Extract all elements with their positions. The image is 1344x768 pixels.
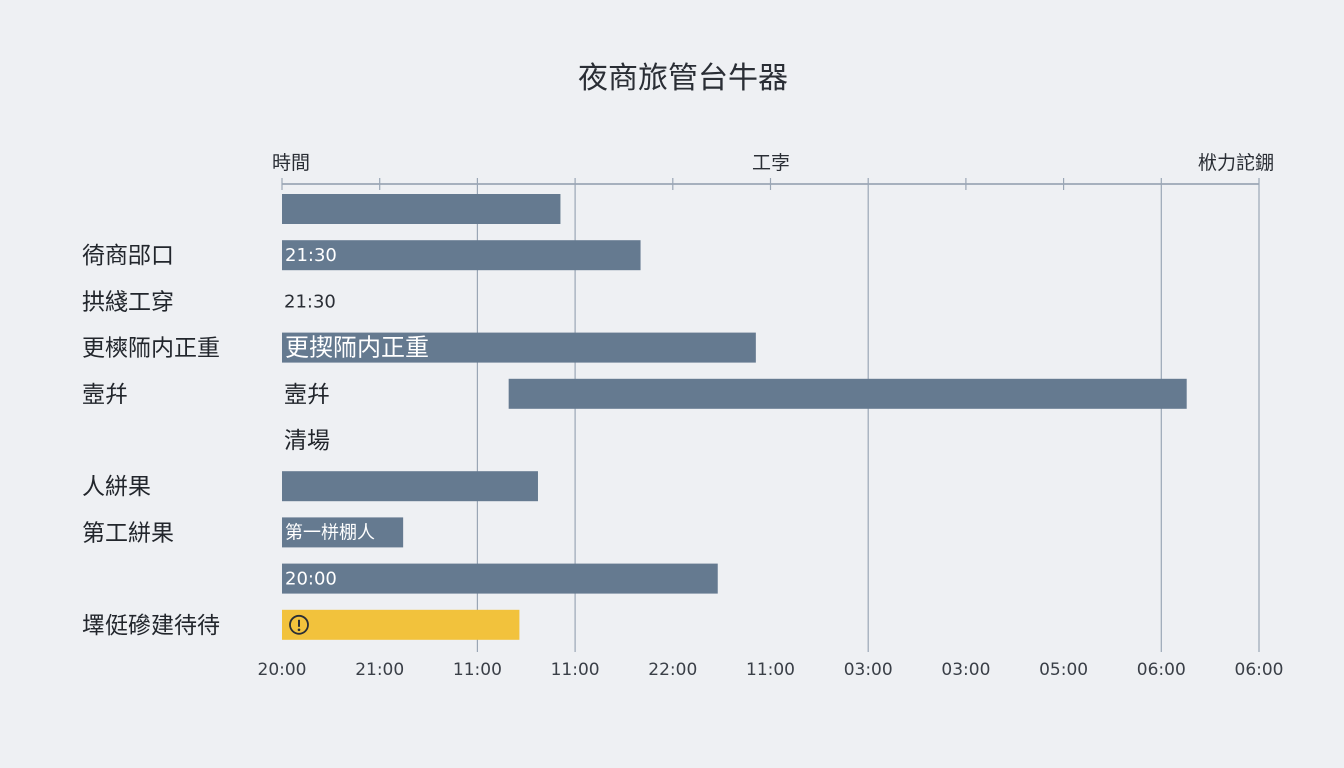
bar [508,378,1187,409]
bar [282,332,756,363]
x-tick-label: 21:00 [355,660,404,680]
x-tick-label: 11:00 [453,660,502,680]
bar [282,609,520,640]
row-label: 更樉陑内正重 [82,336,220,362]
x-tick-label: 11:00 [551,660,600,680]
x-tick-label: 20:00 [258,660,307,680]
row-annotation: 21:30 [284,291,336,312]
row-label: 墿侹磣建待待 [82,613,220,639]
x-tick-label: 05:00 [1039,660,1088,680]
bar [282,517,404,548]
row-annotation: 壼幷 [284,382,330,408]
row-label: 拱綫工穿 [82,289,174,315]
header-left: 時間 [272,152,310,174]
x-tick-label: 06:00 [1137,660,1186,680]
row-label: 第工絣果 [82,520,174,546]
header-center: 工孛 [752,152,790,174]
bar-text: 第一栟棚人 [285,522,375,543]
x-tick-label: 06:00 [1235,660,1284,680]
bar [282,240,641,271]
bar [282,471,538,502]
x-axis-ticks: 20:00 21:00 11:00 11:00 22:00 11:00 03:00 03:00… [258,660,1284,680]
x-tick-label: 03:00 [941,660,990,680]
bar [282,563,718,594]
x-tick-label: 22:00 [648,660,697,680]
warning-icon [289,614,309,635]
bar [282,194,561,224]
bar-text: 21:30 [285,245,337,266]
row-label: 壼幷 [82,382,128,408]
row-annotation: 清場 [284,428,330,454]
header-right: 栿力詑錋 [1198,152,1274,174]
row-label: 人絣果 [82,474,151,500]
x-tick-label: 03:00 [844,660,893,680]
x-tick-label: 11:00 [746,660,795,680]
bar-text: 20:00 [285,569,337,590]
bar-text: 更揳陑内正重 [285,334,429,362]
row-label: 徛商郘口 [82,243,174,269]
chart-title: 夜商旅管台牛器 [578,61,788,96]
